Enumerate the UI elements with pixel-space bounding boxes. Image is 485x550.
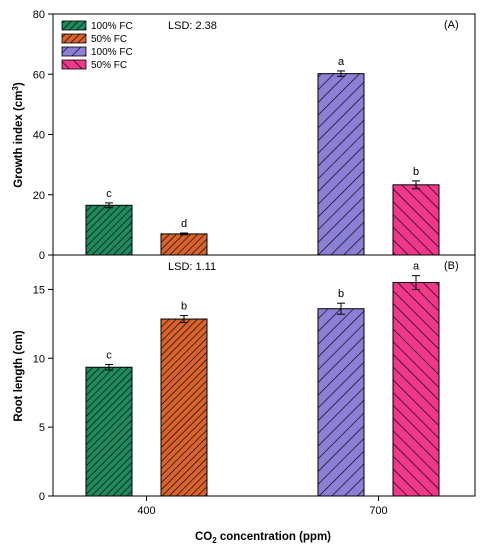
panel-a-significance-letter: d [181, 218, 187, 230]
panel-b-y-tick-label: 0 [39, 491, 45, 503]
legend-swatch [61, 20, 87, 31]
panel-b-bar [160, 318, 208, 497]
panel-a-bar [160, 233, 208, 256]
x-axis-title: CO2 concentration (ppm) [195, 531, 331, 545]
panel-a-y-axis-title: Growth index (cm3) [11, 82, 25, 188]
panel-b-significance-letter: a [413, 261, 420, 273]
panel-a-y-tick-label: 0 [39, 250, 45, 262]
panel-b-y-tick-label: 15 [33, 284, 45, 296]
legend-label: 100% FC [91, 21, 133, 32]
panel-b-label: (B) [444, 260, 459, 272]
panel-b-x-ticks: 400 700 [137, 496, 388, 517]
legend-swatch [61, 33, 87, 44]
panel-b-y-tick-label: 5 [39, 422, 45, 434]
panel-a-y-tick-label: 40 [33, 130, 45, 142]
panel-a-bars: c d a b [85, 56, 440, 256]
panel-b-bars: c b b a [85, 261, 440, 497]
panel-a-bar [85, 204, 133, 256]
panel-a-y-tick-label: 20 [33, 190, 45, 202]
panel-a-y-tick-label: 80 [33, 9, 45, 21]
panel-a-bar [317, 73, 365, 256]
legend: 100% FC 50% FC 100% FC 50% FC [61, 20, 133, 71]
panel-a-lsd: LSD: 2.38 [168, 20, 217, 32]
x-tick-label: 700 [369, 505, 387, 517]
panel-a-y-ticks: 0 20 40 60 80 [33, 9, 53, 262]
panel-b-frame [52, 254, 476, 497]
panel-b-y-axis-title: Root length (cm) [13, 330, 25, 422]
panel-a-bar [392, 184, 440, 256]
legend-label: 50% FC [91, 34, 127, 45]
legend-swatch [61, 46, 87, 57]
panel-a-label: (A) [444, 19, 459, 31]
panel-b-y-tick-label: 10 [33, 353, 45, 365]
legend-label: 100% FC [91, 47, 133, 58]
panel-b: 0 5 10 15 c b b a 400 700 (B) LSD: 1.11 Root le… [13, 254, 476, 545]
panel-b-bar [392, 282, 440, 497]
legend-label: 50% FC [91, 60, 127, 71]
panel-a-significance-letter: a [338, 56, 345, 68]
panel-b-significance-letter: b [338, 288, 344, 300]
panel-b-significance-letter: c [106, 349, 112, 361]
panel-b-lsd: LSD: 1.11 [168, 261, 216, 273]
panel-b-significance-letter: b [181, 301, 187, 313]
panel-a-y-tick-label: 60 [33, 69, 45, 81]
panel-b-bar [317, 308, 365, 497]
panel-b-bar [85, 366, 133, 497]
panel-b-y-ticks: 0 5 10 15 [33, 284, 53, 503]
panel-a-significance-letter: b [413, 166, 419, 178]
panel-a-significance-letter: c [106, 188, 112, 200]
panel-a: 0 20 40 60 80 c d a b (A) LSD: 2.38 Growth inde… [11, 9, 476, 262]
x-tick-label: 400 [137, 505, 155, 517]
legend-swatch [61, 59, 87, 70]
